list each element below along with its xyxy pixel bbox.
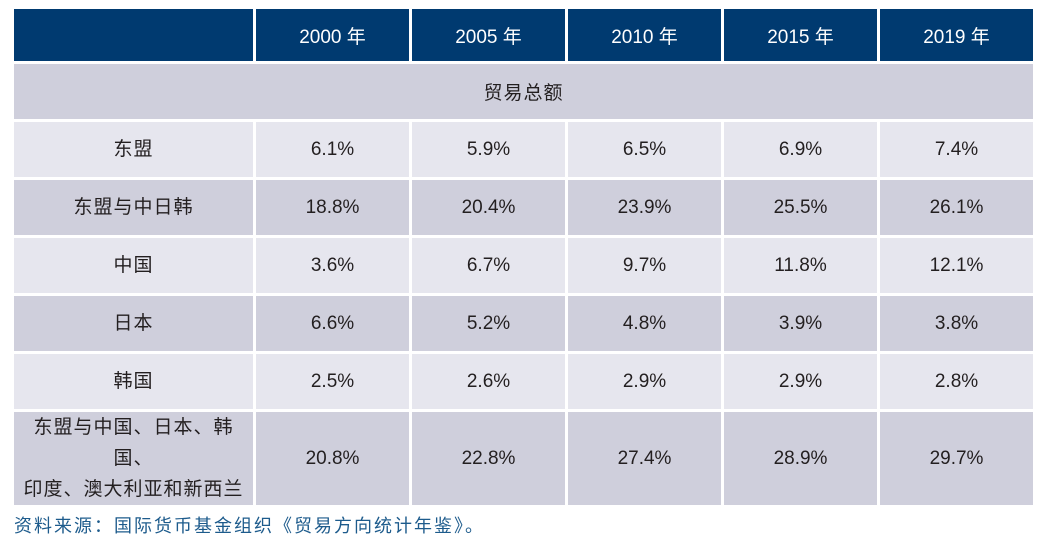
header-year-2019: 2019 年: [880, 9, 1033, 61]
value-cell: 25.5%: [724, 180, 877, 235]
value-cell: 3.6%: [256, 238, 409, 293]
row-label: 东盟: [14, 122, 253, 177]
value-cell: 2.6%: [412, 354, 565, 409]
value-cell: 5.9%: [412, 122, 565, 177]
trade-share-table-container: 2000 年 2005 年 2010 年 2015 年 2019 年 贸易总额 …: [14, 9, 1033, 505]
table-row-japan: 日本 6.6% 5.2% 4.8% 3.9% 3.8%: [14, 296, 1033, 351]
trade-share-table: 2000 年 2005 年 2010 年 2015 年 2019 年 贸易总额 …: [11, 6, 1036, 508]
value-cell: 6.1%: [256, 122, 409, 177]
value-cell: 4.8%: [568, 296, 721, 351]
value-cell: 2.5%: [256, 354, 409, 409]
row-label: 东盟与中日韩: [14, 180, 253, 235]
value-cell: 27.4%: [568, 412, 721, 505]
value-cell: 29.7%: [880, 412, 1033, 505]
row-label-line-1: 东盟与中国、日本、韩国、: [33, 417, 234, 469]
value-cell: 2.9%: [724, 354, 877, 409]
value-cell: 2.8%: [880, 354, 1033, 409]
value-cell: 18.8%: [256, 180, 409, 235]
row-label: 东盟与中国、日本、韩国、 印度、澳大利亚和新西兰: [14, 412, 253, 505]
section-title: 贸易总额: [14, 64, 1033, 119]
value-cell: 5.2%: [412, 296, 565, 351]
row-label-line-2: 印度、澳大利亚和新西兰: [23, 479, 244, 500]
table-row-asean: 东盟 6.1% 5.9% 6.5% 6.9% 7.4%: [14, 122, 1033, 177]
value-cell: 6.9%: [724, 122, 877, 177]
header-year-2005: 2005 年: [412, 9, 565, 61]
value-cell: 3.9%: [724, 296, 877, 351]
value-cell: 20.4%: [412, 180, 565, 235]
header-corner-cell: [14, 9, 253, 61]
source-note: 资料来源：国际货币基金组织《贸易方向统计年鉴》。: [14, 516, 485, 537]
header-row: 2000 年 2005 年 2010 年 2015 年 2019 年: [14, 9, 1033, 61]
value-cell: 20.8%: [256, 412, 409, 505]
value-cell: 11.8%: [724, 238, 877, 293]
value-cell: 6.5%: [568, 122, 721, 177]
header-year-2015: 2015 年: [724, 9, 877, 61]
row-label: 日本: [14, 296, 253, 351]
value-cell: 3.8%: [880, 296, 1033, 351]
value-cell: 2.9%: [568, 354, 721, 409]
value-cell: 12.1%: [880, 238, 1033, 293]
value-cell: 6.6%: [256, 296, 409, 351]
value-cell: 28.9%: [724, 412, 877, 505]
row-label: 中国: [14, 238, 253, 293]
value-cell: 7.4%: [880, 122, 1033, 177]
section-row-total-trade: 贸易总额: [14, 64, 1033, 119]
table-row-china: 中国 3.6% 6.7% 9.7% 11.8% 12.1%: [14, 238, 1033, 293]
header-year-2010: 2010 年: [568, 9, 721, 61]
value-cell: 9.7%: [568, 238, 721, 293]
table-row-korea: 韩国 2.5% 2.6% 2.9% 2.9% 2.8%: [14, 354, 1033, 409]
value-cell: 6.7%: [412, 238, 565, 293]
value-cell: 26.1%: [880, 180, 1033, 235]
row-label: 韩国: [14, 354, 253, 409]
table-row-asean-plus-three: 东盟与中日韩 18.8% 20.4% 23.9% 25.5% 26.1%: [14, 180, 1033, 235]
value-cell: 22.8%: [412, 412, 565, 505]
value-cell: 23.9%: [568, 180, 721, 235]
table-row-rcep: 东盟与中国、日本、韩国、 印度、澳大利亚和新西兰 20.8% 22.8% 27.…: [14, 412, 1033, 505]
header-year-2000: 2000 年: [256, 9, 409, 61]
